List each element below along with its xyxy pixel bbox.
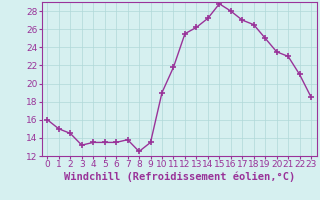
X-axis label: Windchill (Refroidissement éolien,°C): Windchill (Refroidissement éolien,°C): [64, 172, 295, 182]
